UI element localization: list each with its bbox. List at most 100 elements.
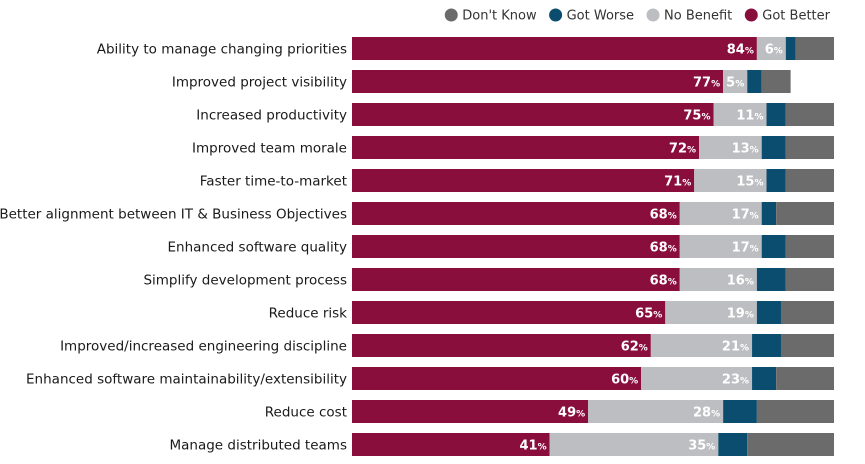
value-label-got-better-better-alignment-between-it-business-objectives: 68% (650, 208, 677, 223)
bar-no-benefit-improved-team-morale (699, 136, 762, 159)
bar-don-t-know-increased-productivity (785, 103, 834, 126)
value-label-got-better-improved-team-morale: 72% (669, 142, 696, 157)
value-label-got-better-reduce-cost: 49% (558, 406, 585, 421)
value-label-got-better-manage-distributed-teams: 41% (519, 439, 546, 454)
value-label-no-benefit-increased-productivity: 11% (736, 109, 763, 124)
bar-got-better-enhanced-software-quality (352, 235, 680, 258)
category-labels: Ability to manage changing priorities Imp… (0, 42, 347, 454)
legend: Don't Know Got Worse No Benefit Got Better (444, 8, 831, 24)
bar-got-better-ability-to-manage-changing-priorities (352, 37, 757, 60)
value-label-no-benefit-ability-to-manage-changing-priorities: 6% (765, 43, 783, 58)
category-label-manage-distributed-teams: Manage distributed teams (169, 438, 347, 454)
bar-don-t-know-improved-increased-engineering-discipline (780, 334, 834, 357)
category-label-improved-increased-engineering-discipline: Improved/increased engineering disciplin… (60, 339, 347, 355)
value-label-got-better-enhanced-software-quality: 68% (650, 241, 677, 256)
bars: 84% 6% 77% 5% 75% 11% 72% 13% 71% 15% 68% 17% 68% 17%… (352, 37, 834, 456)
bar-don-t-know-reduce-cost (756, 400, 834, 423)
category-label-reduce-risk: Reduce risk (269, 306, 348, 322)
bar-got-better-simplify-development-process (352, 268, 680, 291)
bar-got-worse-faster-time-to-market (766, 169, 786, 192)
category-label-simplify-development-process: Simplify development process (143, 273, 347, 289)
value-label-no-benefit-enhanced-software-maintainability-extensibility: 23% (722, 373, 749, 388)
value-label-no-benefit-simplify-development-process: 16% (727, 274, 754, 289)
value-label-got-better-increased-productivity: 75% (683, 109, 710, 124)
bar-don-t-know-better-alignment-between-it-business-objectives (776, 202, 834, 225)
bar-got-better-faster-time-to-market (352, 169, 695, 192)
category-label-improved-team-morale: Improved team morale (192, 141, 347, 157)
value-label-no-benefit-improved-project-visibility: 5% (726, 76, 744, 91)
bar-no-benefit-improved-project-visibility (723, 70, 748, 93)
value-label-got-better-faster-time-to-market: 71% (664, 175, 691, 190)
category-label-improved-project-visibility: Improved project visibility (172, 75, 347, 91)
value-label-no-benefit-enhanced-software-quality: 17% (732, 241, 759, 256)
bar-got-worse-increased-productivity (766, 103, 786, 126)
bar-no-benefit-improved-increased-engineering-discipline (650, 334, 753, 357)
value-label-got-better-simplify-development-process: 68% (650, 274, 677, 289)
bar-got-worse-simplify-development-process (756, 268, 786, 291)
category-label-ability-to-manage-changing-priorities: Ability to manage changing priorities (97, 42, 347, 58)
category-label-faster-time-to-market: Faster time-to-market (200, 174, 347, 190)
bar-got-worse-better-alignment-between-it-business-objectives (761, 202, 777, 225)
value-label-got-better-enhanced-software-maintainability-extensibility: 60% (611, 373, 638, 388)
bar-got-worse-improved-team-morale (761, 136, 786, 159)
value-label-no-benefit-improved-increased-engineering-discipline: 21% (722, 340, 749, 355)
bar-don-t-know-simplify-development-process (785, 268, 834, 291)
bar-got-better-improved-project-visibility (352, 70, 724, 93)
bar-no-benefit-better-alignment-between-it-business-objectives (679, 202, 762, 225)
bar-got-worse-improved-increased-engineering-discipline (752, 334, 781, 357)
bar-don-t-know-faster-time-to-market (785, 169, 834, 192)
bar-got-worse-ability-to-manage-changing-priorities (785, 37, 796, 60)
legend-swatch-no-benefit (646, 8, 660, 22)
category-label-enhanced-software-maintainability-extensibility: Enhanced software maintainability/extens… (26, 372, 347, 388)
bar-don-t-know-enhanced-software-maintainability-extensibility (776, 367, 834, 390)
category-label-better-alignment-between-it-business-objectives: Better alignment between IT & Business O… (0, 207, 347, 223)
bar-no-benefit-simplify-development-process (679, 268, 757, 291)
bar-got-worse-enhanced-software-maintainability-extensibility (752, 367, 777, 390)
bar-got-better-reduce-cost (352, 400, 589, 423)
value-label-no-benefit-manage-distributed-teams: 35% (688, 439, 715, 454)
bar-don-t-know-improved-project-visibility (761, 70, 791, 93)
category-label-reduce-cost: Reduce cost (265, 405, 347, 421)
value-label-got-better-reduce-risk: 65% (635, 307, 662, 322)
bar-no-benefit-reduce-risk (665, 301, 757, 324)
bar-got-worse-reduce-risk (756, 301, 781, 324)
legend-swatch-got-better (744, 8, 758, 22)
bar-got-better-improved-team-morale (352, 136, 700, 159)
bar-got-better-improved-increased-engineering-discipline (352, 334, 651, 357)
bar-no-benefit-enhanced-software-quality (679, 235, 762, 258)
bar-don-t-know-reduce-risk (780, 301, 834, 324)
value-label-no-benefit-improved-team-morale: 13% (732, 142, 759, 157)
category-label-enhanced-software-quality: Enhanced software quality (167, 240, 347, 256)
bar-don-t-know-ability-to-manage-changing-priorities (795, 37, 834, 60)
value-label-got-better-ability-to-manage-changing-priorities: 84% (727, 43, 754, 58)
bar-got-better-better-alignment-between-it-business-objectives (352, 202, 680, 225)
bar-no-benefit-manage-distributed-teams (549, 433, 719, 456)
bar-don-t-know-enhanced-software-quality (785, 235, 834, 258)
legend-swatch-don-t-know (444, 8, 458, 22)
bar-got-better-enhanced-software-maintainability-extensibility (352, 367, 642, 390)
bar-got-worse-improved-project-visibility (747, 70, 762, 93)
value-label-no-benefit-reduce-cost: 28% (693, 406, 720, 421)
bar-don-t-know-manage-distributed-teams (747, 433, 834, 456)
bar-got-worse-manage-distributed-teams (718, 433, 748, 456)
legend-label-don-t-know: Don't Know (462, 9, 537, 24)
value-label-got-better-improved-increased-engineering-discipline: 62% (621, 340, 648, 355)
bar-don-t-know-improved-team-morale (785, 136, 834, 159)
legend-label-got-better: Got Better (762, 9, 830, 24)
bar-got-better-reduce-risk (352, 301, 666, 324)
bar-no-benefit-ability-to-manage-changing-priorities (756, 37, 786, 60)
value-label-got-better-improved-project-visibility: 77% (693, 76, 720, 91)
value-label-no-benefit-faster-time-to-market: 15% (736, 175, 763, 190)
bar-no-benefit-reduce-cost (588, 400, 724, 423)
bar-got-better-manage-distributed-teams (352, 433, 550, 456)
legend-label-no-benefit: No Benefit (664, 9, 732, 24)
value-label-no-benefit-better-alignment-between-it-business-objectives: 17% (732, 208, 759, 223)
bar-no-benefit-faster-time-to-market (694, 169, 767, 192)
legend-label-got-worse: Got Worse (567, 9, 634, 24)
legend-swatch-got-worse (549, 8, 563, 22)
value-label-no-benefit-reduce-risk: 19% (727, 307, 754, 322)
bar-got-worse-reduce-cost (723, 400, 757, 423)
bar-got-worse-enhanced-software-quality (761, 235, 786, 258)
bar-got-better-increased-productivity (352, 103, 714, 126)
